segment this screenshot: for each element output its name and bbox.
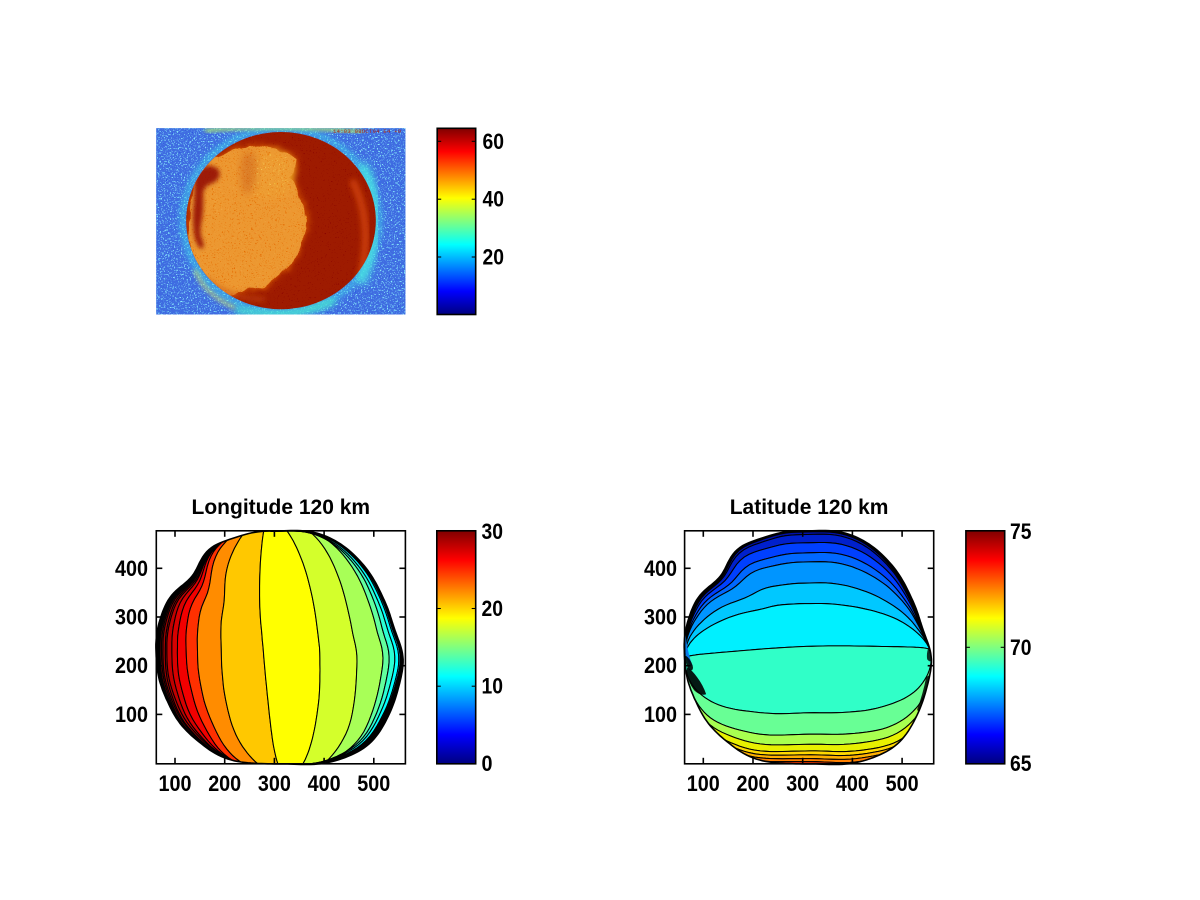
svg-text:75: 75 <box>1010 519 1032 544</box>
svg-text:300: 300 <box>644 605 677 630</box>
svg-text:60: 60 <box>483 129 505 154</box>
svg-text:100: 100 <box>644 702 677 727</box>
svg-text:30: 30 <box>482 519 504 544</box>
svg-text:500: 500 <box>886 771 919 796</box>
svg-text:200: 200 <box>115 653 148 678</box>
svg-text:300: 300 <box>115 605 148 630</box>
svg-text:200: 200 <box>644 653 677 678</box>
svg-text:100: 100 <box>687 771 720 796</box>
svg-text:200: 200 <box>208 771 241 796</box>
svg-text:70: 70 <box>1010 635 1032 660</box>
svg-text:20: 20 <box>482 596 504 621</box>
svg-text:Longitude 120 km: Longitude 120 km <box>192 496 371 519</box>
svg-text:200: 200 <box>737 771 770 796</box>
svg-text:400: 400 <box>308 771 341 796</box>
svg-text:10: 10 <box>482 674 504 699</box>
svg-text:100: 100 <box>159 771 192 796</box>
svg-text:65: 65 <box>1010 751 1032 776</box>
svg-text:400: 400 <box>836 771 869 796</box>
svg-text:400: 400 <box>115 556 148 581</box>
svg-text:100: 100 <box>115 702 148 727</box>
svg-text:300: 300 <box>258 771 291 796</box>
svg-text:14:03 08OCT04 E4 +9: 14:03 08OCT04 E4 +9 <box>333 128 401 135</box>
svg-text:Latitude 120 km: Latitude 120 km <box>730 496 889 519</box>
svg-text:300: 300 <box>786 771 819 796</box>
svg-text:400: 400 <box>644 556 677 581</box>
svg-text:40: 40 <box>483 187 505 212</box>
svg-text:0: 0 <box>482 751 493 776</box>
svg-text:20: 20 <box>483 245 505 270</box>
svg-text:500: 500 <box>357 771 390 796</box>
